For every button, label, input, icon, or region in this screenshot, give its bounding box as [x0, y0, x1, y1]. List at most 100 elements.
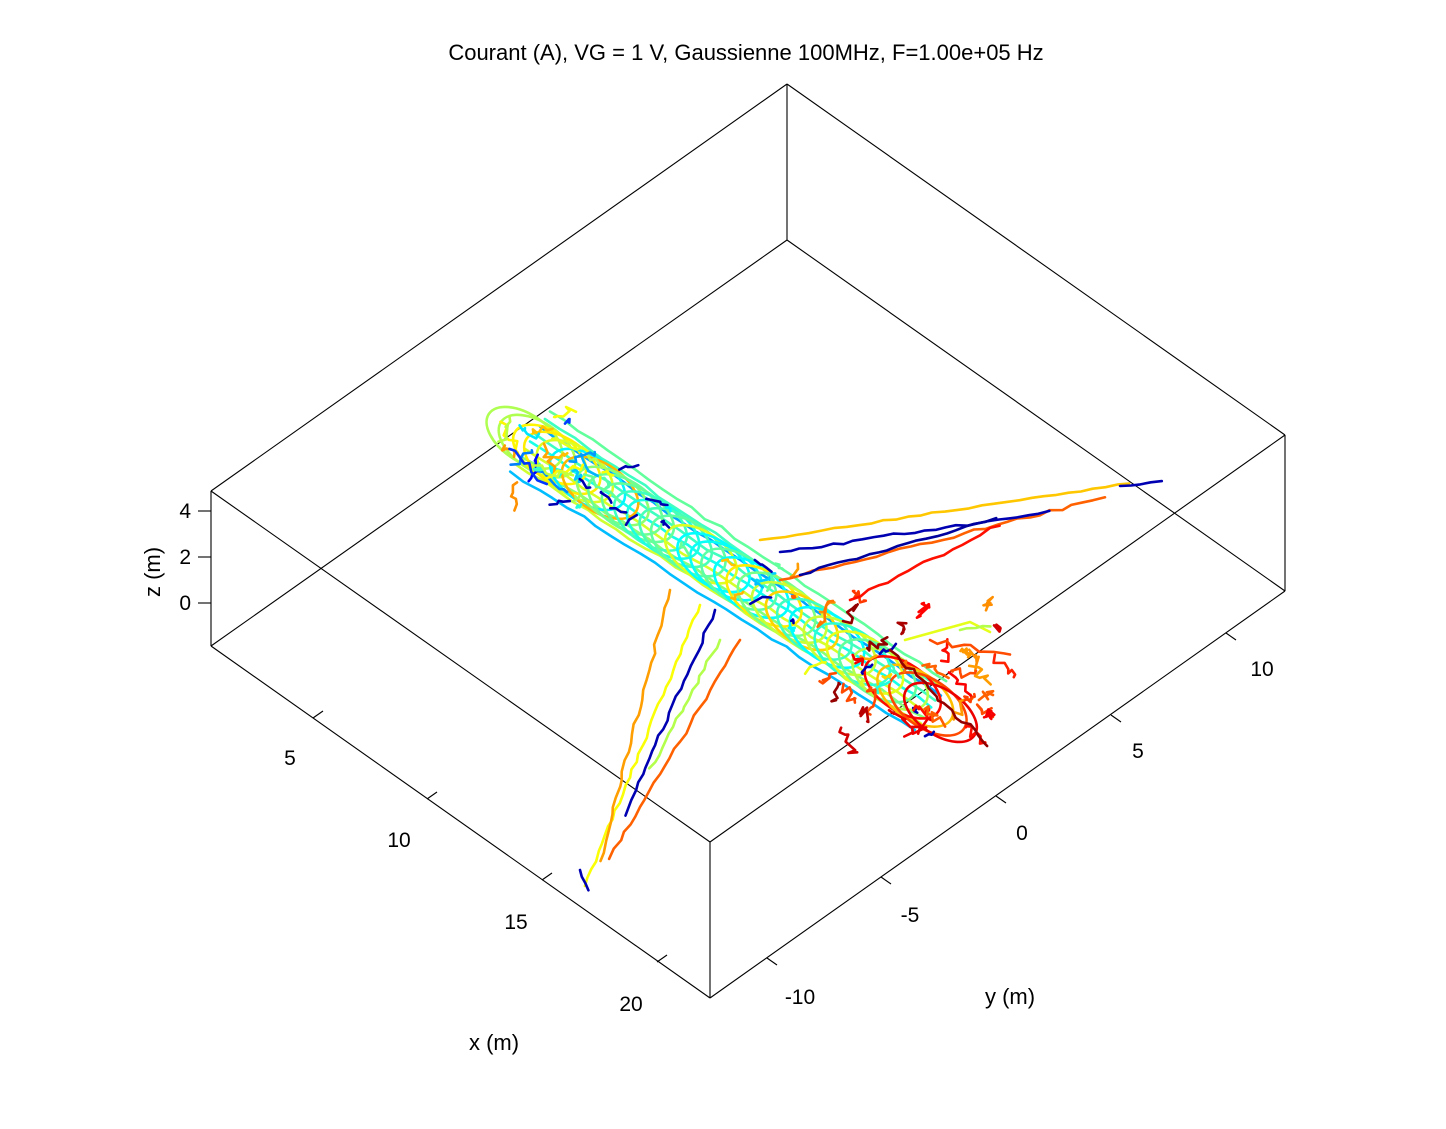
y-tick-label: -5 [901, 904, 920, 927]
box-edge [786, 83, 1286, 436]
nose-wire [542, 442, 557, 476]
box-edge [210, 83, 788, 492]
harness-wire [664, 506, 672, 513]
harness-wire [609, 507, 628, 514]
y-tick-label: 0 [1016, 822, 1028, 845]
nose-wire [509, 481, 519, 512]
tail-wire [865, 636, 889, 652]
chart-title: Courant (A), VG = 1 V, Gaussienne 100MHz… [448, 40, 1043, 65]
harness-wire [789, 618, 795, 625]
x-tick-label: 5 [284, 747, 296, 770]
right-wing-spar [848, 524, 1001, 602]
harness-wire [803, 661, 827, 675]
nose-wire [532, 462, 546, 472]
left-wing-spar [599, 588, 672, 863]
right-wing-spar [778, 496, 1107, 582]
fuselage-frame [902, 681, 979, 744]
right-wing-spar [798, 516, 998, 577]
tail-wire [888, 648, 989, 748]
tail-wire [830, 681, 842, 703]
fuselage-frame [560, 455, 640, 521]
y-tick-mark [766, 957, 778, 966]
harness-wire [601, 470, 615, 477]
harness-wire [660, 519, 671, 529]
fuselage-frame [587, 472, 664, 536]
harness-wire [624, 513, 638, 527]
nose-wire [535, 469, 569, 494]
x-tick-label: 20 [619, 993, 642, 1016]
harness-wire [599, 490, 613, 504]
z-axis-label: z (m) [140, 547, 165, 597]
fuselage-frame [863, 655, 943, 720]
harness-wire [749, 595, 773, 605]
z-axis: 4 2 0 z (m) [140, 500, 211, 615]
tail-wire [816, 599, 835, 629]
tail-wire [818, 671, 837, 685]
tail-wire [851, 653, 865, 667]
tail-wire [840, 682, 857, 704]
right-wing-spar [778, 509, 1051, 554]
tail-wire [921, 662, 950, 680]
harness-wire [774, 562, 785, 572]
box-edge [210, 645, 711, 999]
nose-wire [508, 447, 549, 486]
harness-wire [888, 662, 900, 679]
tail-wire [896, 621, 908, 636]
harness-wire [571, 494, 581, 503]
tail-wire [887, 709, 922, 735]
nose-wire [531, 425, 554, 436]
fuselage-frame [485, 405, 564, 470]
tail-wire [967, 648, 980, 672]
harness-wire [750, 577, 764, 589]
z-tick-label: 0 [179, 592, 191, 615]
y-tick-mark [1225, 632, 1237, 641]
tail-wire [967, 664, 992, 686]
harness-wire [755, 572, 777, 583]
z-tick-label: 2 [179, 546, 191, 569]
left-wing-spar [583, 603, 702, 888]
harness-wire [767, 571, 775, 582]
tail-wire [858, 706, 870, 724]
harness-wire [878, 642, 898, 656]
y-tick-mark [880, 876, 892, 885]
box-edge [709, 590, 1286, 999]
box-edge [786, 239, 1286, 592]
harness-wire [790, 594, 797, 599]
right-wing-tip [1118, 479, 1164, 488]
nose-wire [571, 468, 583, 484]
fuselage-frame [736, 571, 817, 638]
harness-wire [578, 477, 592, 490]
x-tick-label: 10 [387, 829, 410, 852]
nose-wire [497, 414, 512, 443]
tail-wire [838, 726, 859, 755]
fuselage-frame [625, 498, 701, 560]
y-tick-label: 10 [1250, 658, 1273, 681]
tail-wire [947, 671, 974, 699]
x-tick-mark [541, 872, 553, 881]
nose-wire [563, 417, 571, 425]
x-axis: 5 10 15 20 x (m) [284, 710, 668, 1055]
harness-wire [721, 558, 736, 567]
tail-wire [923, 705, 947, 728]
tail-wire [928, 638, 1012, 656]
nose-wire [501, 444, 516, 459]
tail-wire [992, 623, 1002, 633]
y-tick-mark [995, 795, 1007, 804]
tail-wire [915, 601, 931, 619]
right-wing-flap [958, 624, 992, 632]
tail-wire [903, 620, 992, 642]
tail-wire [900, 659, 912, 674]
box-edge [709, 434, 1286, 843]
nose-wire [552, 405, 578, 419]
harness-wire [602, 476, 611, 490]
fuselage-stringer [508, 470, 917, 732]
harness-wire [789, 562, 800, 579]
harness-wire [587, 454, 606, 469]
tail-wire [851, 589, 868, 604]
harness-wire [753, 558, 773, 574]
fuselage-frame [700, 547, 778, 612]
y-tick-label: -10 [785, 986, 815, 1009]
y-tick-mark [1110, 714, 1122, 723]
